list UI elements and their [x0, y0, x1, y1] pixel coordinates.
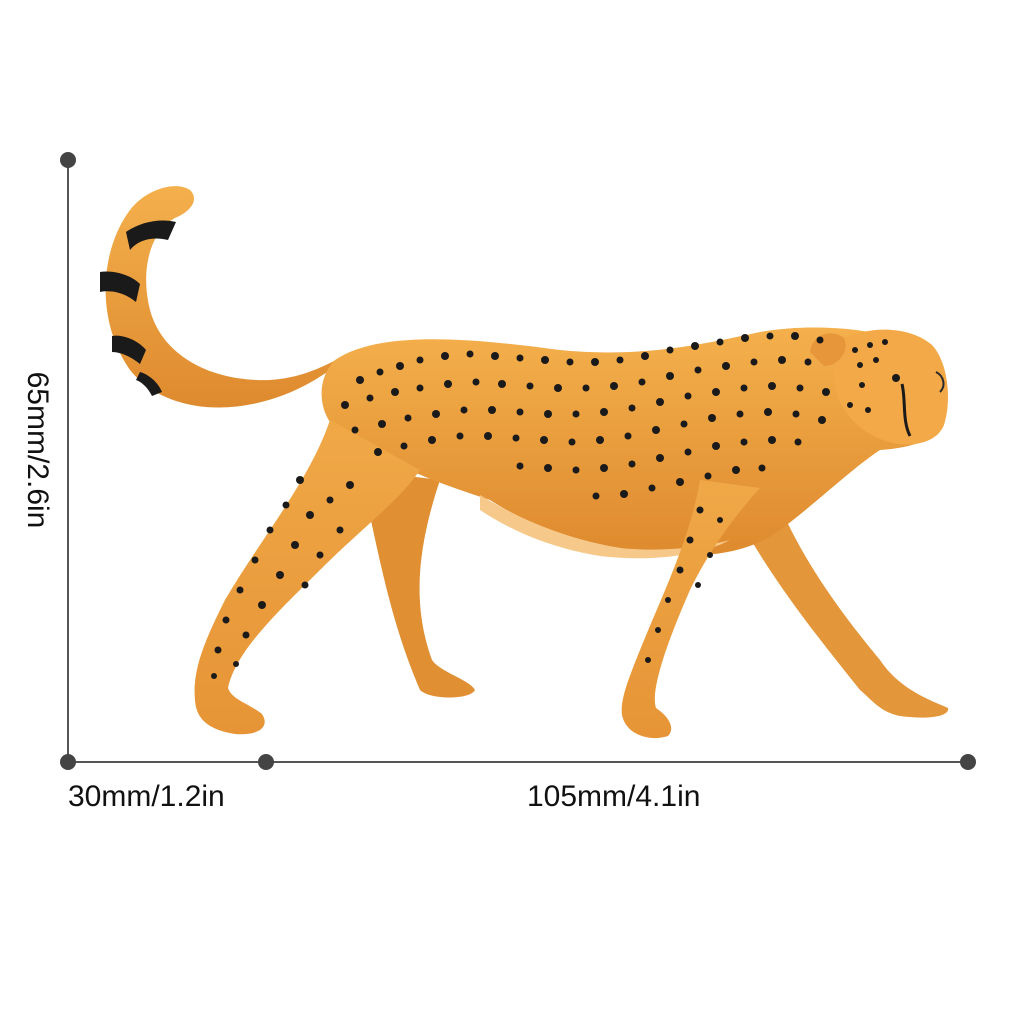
- dimension-dot-middle: [258, 754, 274, 770]
- cheetah-head: [832, 329, 948, 445]
- cheetah-spots: [211, 332, 888, 679]
- cheetah-back-near-leg: [194, 420, 420, 735]
- dimension-dot-top: [60, 152, 76, 168]
- depth-dimension-label: 30mm/1.2in: [68, 780, 225, 813]
- dimension-dot-right: [960, 754, 976, 770]
- cheetah-tear-mark: [900, 383, 912, 437]
- cheetah-eye: [892, 374, 900, 382]
- tail-stripes: [100, 220, 176, 396]
- length-dimension-label: 105mm/4.1in: [527, 780, 701, 813]
- cheetah-illustration: [100, 186, 949, 739]
- cheetah-belly: [480, 495, 730, 559]
- dimension-dot-corner: [60, 754, 76, 770]
- dimension-lines: [60, 152, 976, 770]
- height-dimension-label: 65mm/2.6in: [21, 371, 54, 529]
- cheetah-tail: [105, 186, 336, 408]
- cheetah-back-far-leg: [360, 470, 475, 698]
- cheetah-nose: [935, 371, 945, 393]
- cheetah-front-far-leg: [745, 480, 949, 718]
- cheetah-front-near-leg: [621, 480, 760, 739]
